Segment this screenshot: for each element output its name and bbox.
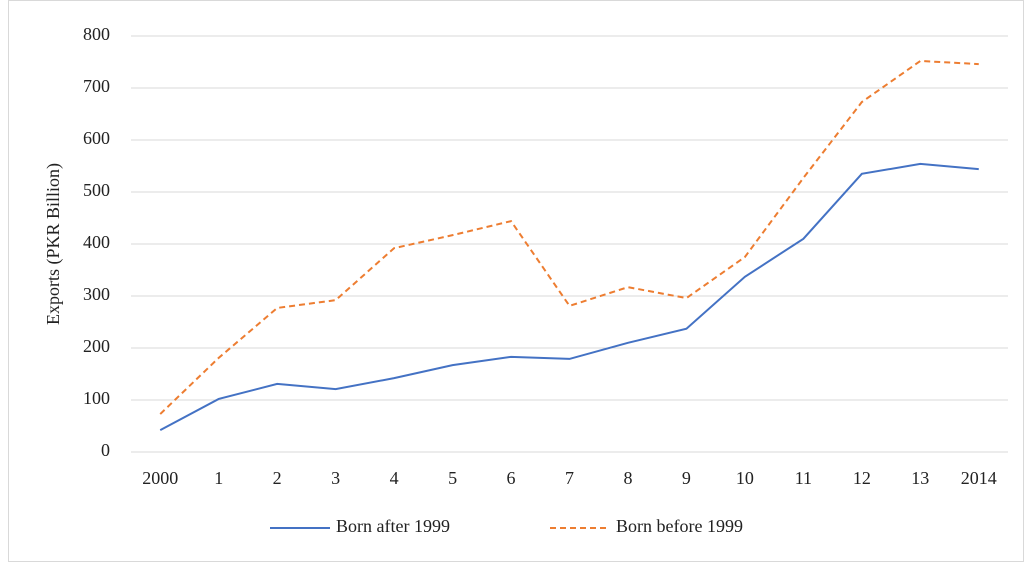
legend-label: Born after 1999 — [336, 516, 450, 536]
y-axis-label: Exports (PKR Billion) — [43, 163, 64, 325]
y-tick-label: 600 — [83, 128, 110, 148]
x-tick-label: 2000 — [142, 468, 178, 488]
y-tick-label: 300 — [83, 284, 110, 304]
y-tick-label: 200 — [83, 336, 110, 356]
x-tick-label: 8 — [623, 468, 632, 488]
y-tick-label: 400 — [83, 232, 110, 252]
y-tick-label: 0 — [101, 440, 110, 460]
y-tick-label: 100 — [83, 388, 110, 408]
x-tick-label: 1 — [214, 468, 223, 488]
x-tick-label: 6 — [507, 468, 516, 488]
y-tick-label: 500 — [83, 180, 110, 200]
legend-label: Born before 1999 — [616, 516, 743, 536]
x-tick-label: 7 — [565, 468, 574, 488]
y-tick-label: 700 — [83, 76, 110, 96]
x-tick-label: 10 — [736, 468, 754, 488]
x-tick-label: 12 — [853, 468, 871, 488]
chart-frame — [8, 0, 1024, 562]
x-tick-label: 4 — [390, 468, 399, 488]
x-tick-label: 2014 — [961, 468, 997, 488]
y-tick-label: 800 — [83, 24, 110, 44]
series-line — [159, 59, 979, 415]
x-tick-label: 13 — [911, 468, 929, 488]
x-tick-label: 9 — [682, 468, 691, 488]
x-tick-label: 5 — [448, 468, 457, 488]
x-tick-label: 3 — [331, 468, 340, 488]
series-line — [159, 162, 979, 432]
x-tick-label: 11 — [795, 468, 812, 488]
x-tick-label: 2 — [273, 468, 282, 488]
